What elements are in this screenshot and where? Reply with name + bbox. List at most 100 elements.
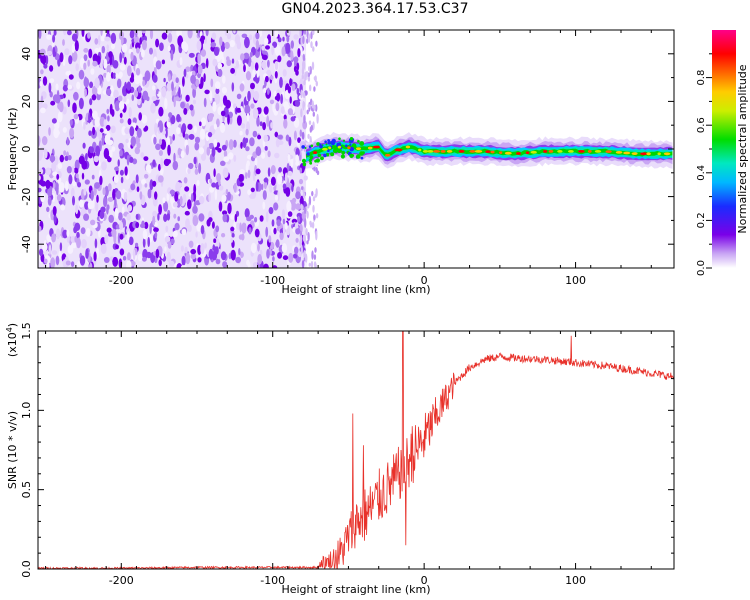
noise-speckle bbox=[291, 83, 296, 92]
noise-speckle bbox=[119, 169, 124, 176]
noise-speckle bbox=[240, 141, 243, 149]
noise-speckle bbox=[308, 195, 312, 206]
noise-speckle bbox=[287, 211, 293, 217]
noise-speckle bbox=[227, 202, 232, 215]
noise-speckle bbox=[76, 231, 80, 239]
noise-speckle bbox=[59, 154, 64, 163]
noise-speckle bbox=[309, 126, 312, 133]
noise-speckle bbox=[312, 46, 315, 52]
noise-speckle bbox=[199, 121, 202, 127]
signal-speckle bbox=[342, 139, 346, 142]
noise-speckle bbox=[218, 180, 221, 186]
noise-speckle bbox=[119, 221, 124, 231]
noise-speckle bbox=[56, 187, 59, 196]
noise-speckle bbox=[245, 171, 248, 180]
noise-speckle bbox=[45, 167, 52, 176]
noise-speckle bbox=[264, 146, 268, 151]
signal-speckle bbox=[316, 142, 320, 146]
noise-speckle bbox=[103, 72, 107, 78]
noise-speckle bbox=[309, 220, 312, 226]
noise-speckle bbox=[204, 89, 210, 95]
signal-speckle bbox=[337, 148, 342, 154]
noise-speckle bbox=[166, 82, 172, 92]
noise-speckle bbox=[64, 155, 69, 161]
noise-speckle bbox=[264, 37, 269, 45]
noise-speckle bbox=[71, 165, 75, 175]
noise-speckle bbox=[282, 183, 287, 190]
noise-speckle bbox=[182, 193, 187, 204]
noise-speckle bbox=[75, 204, 79, 215]
noise-speckle bbox=[241, 233, 245, 241]
noise-speckle bbox=[135, 42, 141, 50]
noise-speckle bbox=[188, 240, 194, 248]
noise-speckle bbox=[238, 248, 241, 256]
noise-speckle bbox=[112, 256, 119, 267]
noise-speckle bbox=[112, 72, 116, 80]
noise-speckle bbox=[226, 33, 232, 40]
noise-speckle bbox=[162, 197, 166, 204]
noise-speckle bbox=[142, 248, 148, 260]
x-tick-label: 0 bbox=[421, 274, 428, 287]
noise-speckle bbox=[209, 178, 213, 184]
noise-speckle bbox=[225, 99, 232, 109]
noise-speckle bbox=[190, 74, 197, 84]
noise-speckle bbox=[154, 122, 158, 134]
noise-speckle bbox=[169, 189, 176, 195]
noise-speckle bbox=[239, 169, 245, 175]
noise-speckle bbox=[181, 228, 187, 236]
noise-speckle bbox=[62, 39, 65, 46]
noise-speckle bbox=[194, 142, 200, 151]
noise-speckle bbox=[301, 186, 304, 191]
noise-speckle bbox=[245, 146, 250, 152]
noise-speckle bbox=[108, 214, 114, 223]
noise-speckle bbox=[119, 52, 123, 63]
noise-speckle bbox=[205, 30, 209, 37]
signal-peak bbox=[623, 151, 631, 155]
noise-speckle bbox=[84, 88, 87, 98]
noise-speckle bbox=[293, 130, 297, 141]
noise-speckle bbox=[303, 114, 306, 124]
noise-speckle bbox=[261, 152, 266, 159]
noise-speckle bbox=[87, 59, 90, 67]
noise-speckle bbox=[214, 81, 221, 89]
noise-speckle bbox=[228, 139, 234, 151]
signal-speckle bbox=[356, 154, 361, 159]
noise-speckle bbox=[167, 33, 173, 43]
signal-track bbox=[301, 132, 673, 169]
noise-speckle bbox=[184, 210, 190, 216]
noise-speckle bbox=[258, 30, 263, 37]
x-tick-label: 100 bbox=[565, 274, 586, 287]
noise-speckle bbox=[38, 187, 42, 193]
noise-speckle bbox=[188, 162, 194, 170]
noise-speckle bbox=[315, 213, 319, 219]
x-tick-label: -100 bbox=[260, 274, 285, 287]
noise-speckle bbox=[272, 256, 275, 262]
noise-speckle bbox=[302, 56, 306, 62]
noise-speckle bbox=[103, 119, 107, 128]
noise-speckle bbox=[211, 221, 215, 229]
noise-speckle bbox=[271, 45, 274, 56]
noise-speckle bbox=[239, 130, 243, 136]
noise-speckle bbox=[130, 136, 136, 147]
signal-peak bbox=[385, 153, 391, 157]
noise-speckle bbox=[161, 86, 167, 98]
noise-speckle bbox=[151, 96, 157, 101]
noise-speckle bbox=[112, 60, 119, 69]
noise-speckle bbox=[220, 160, 226, 166]
noise-speckle bbox=[174, 222, 180, 231]
noise-speckle bbox=[265, 226, 269, 238]
noise-speckle bbox=[57, 111, 63, 123]
noise-speckle bbox=[106, 108, 110, 114]
noise-speckle bbox=[152, 74, 158, 83]
noise-speckle bbox=[233, 182, 237, 193]
noise-speckle bbox=[281, 209, 286, 220]
noise-speckle bbox=[248, 34, 253, 41]
noise-speckle bbox=[85, 227, 91, 237]
noise-speckle bbox=[158, 106, 164, 117]
noise-speckle bbox=[152, 159, 156, 167]
noise-speckle bbox=[155, 38, 160, 48]
noise-speckle bbox=[315, 80, 318, 87]
noise-speckle bbox=[195, 231, 198, 238]
noise-speckle bbox=[47, 50, 53, 56]
noise-speckle bbox=[110, 32, 117, 44]
